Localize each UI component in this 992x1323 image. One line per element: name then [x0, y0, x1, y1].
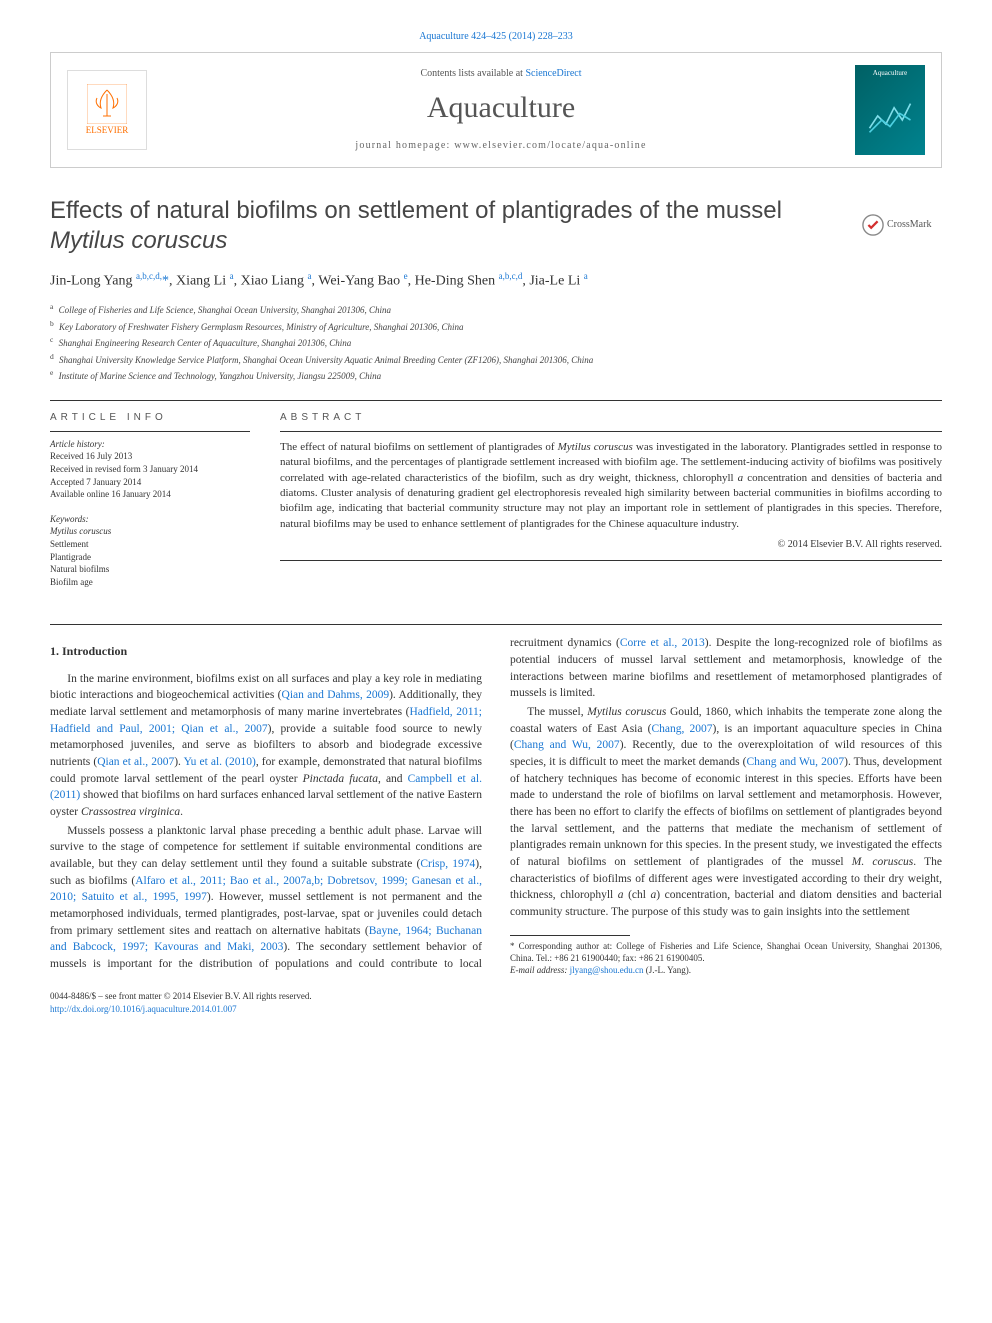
- history-line: Accepted 7 January 2014: [50, 476, 250, 489]
- history-line: Available online 16 January 2014: [50, 488, 250, 501]
- keywords-block: Keywords: Mytilus coruscusSettlementPlan…: [50, 513, 250, 589]
- footer-left: 0044-8486/$ – see front matter © 2014 El…: [50, 990, 312, 1015]
- affiliation: b Key Laboratory of Freshwater Fishery G…: [50, 318, 942, 335]
- header-center: Contents lists available at ScienceDirec…: [147, 67, 855, 153]
- journal-homepage: journal homepage: www.elsevier.com/locat…: [147, 139, 855, 153]
- affiliation: d Shanghai University Knowledge Service …: [50, 351, 942, 368]
- journal-name: Aquaculture: [147, 87, 855, 129]
- authors-line: Jin-Long Yang a,b,c,d,*, Xiang Li a, Xia…: [50, 270, 942, 291]
- crossmark-icon: [862, 214, 884, 236]
- title-text: Effects of natural biofilms on settlemen…: [50, 197, 782, 224]
- info-heading: article info: [50, 411, 250, 425]
- issn-line: 0044-8486/$ – see front matter © 2014 El…: [50, 990, 312, 1003]
- email-who: (J.-L. Yang).: [646, 965, 691, 975]
- article-title: Effects of natural biofilms on settlemen…: [50, 196, 942, 256]
- title-species: Mytilus coruscus: [50, 227, 227, 254]
- history-label: Article history:: [50, 438, 250, 451]
- article-info-col: article info Article history: Received 1…: [50, 411, 250, 601]
- cover-title: Aquaculture: [873, 69, 908, 79]
- cover-art-icon: [859, 79, 921, 136]
- corr-text: * Corresponding author at: College of Fi…: [510, 940, 942, 964]
- publisher-logo: ELSEVIER: [67, 70, 147, 150]
- section-heading: 1. Introduction: [50, 643, 482, 660]
- affiliation: e Institute of Marine Science and Techno…: [50, 367, 942, 384]
- footnote-rule: [510, 935, 630, 936]
- sciencedirect-link[interactable]: ScienceDirect: [525, 68, 581, 79]
- email-label: E-mail address:: [510, 965, 567, 975]
- affiliation: a College of Fisheries and Life Science,…: [50, 301, 942, 318]
- abstract-heading: abstract: [280, 411, 942, 425]
- email-line: E-mail address: jlyang@shou.edu.cn (J.-L…: [510, 964, 942, 976]
- abstract-text: The effect of natural biofilms on settle…: [280, 440, 942, 532]
- affiliations: a College of Fisheries and Life Science,…: [50, 301, 942, 384]
- corresponding-footnote: * Corresponding author at: College of Fi…: [510, 940, 942, 976]
- contents-text: Contents lists available at: [420, 68, 525, 79]
- publisher-name: ELSEVIER: [86, 124, 129, 137]
- journal-header: ELSEVIER Contents lists available at Sci…: [50, 52, 942, 168]
- keyword: Settlement: [50, 538, 250, 551]
- body-p3: The mussel, Mytilus coruscus Gould, 1860…: [510, 704, 942, 921]
- info-abstract-row: article info Article history: Received 1…: [50, 411, 942, 601]
- keyword: Mytilus coruscus: [50, 525, 250, 538]
- history-line: Received in revised form 3 January 2014: [50, 463, 250, 476]
- abstract-col: abstract The effect of natural biofilms …: [280, 411, 942, 601]
- crossmark-badge[interactable]: CrossMark: [862, 200, 942, 250]
- article-history: Article history: Received 16 July 2013Re…: [50, 438, 250, 501]
- journal-cover: Aquaculture: [855, 65, 925, 155]
- keywords-label: Keywords:: [50, 513, 250, 526]
- email-link[interactable]: jlyang@shou.edu.cn: [570, 965, 644, 975]
- body-columns: 1. Introduction In the marine environmen…: [50, 635, 942, 976]
- abstract-copyright: © 2014 Elsevier B.V. All rights reserved…: [280, 538, 942, 552]
- history-line: Received 16 July 2013: [50, 450, 250, 463]
- divider-bottom: [50, 624, 942, 625]
- doi-link[interactable]: http://dx.doi.org/10.1016/j.aquaculture.…: [50, 1004, 237, 1014]
- divider-top: [50, 400, 942, 401]
- page-footer: 0044-8486/$ – see front matter © 2014 El…: [50, 990, 942, 1015]
- keyword: Plantigrade: [50, 551, 250, 564]
- crossmark-label: CrossMark: [887, 218, 931, 232]
- contents-line: Contents lists available at ScienceDirec…: [147, 67, 855, 81]
- keyword: Biofilm age: [50, 576, 250, 589]
- journal-citation-link[interactable]: Aquaculture 424–425 (2014) 228–233: [419, 31, 573, 42]
- body-p1: In the marine environment, biofilms exis…: [50, 671, 482, 821]
- journal-citation: Aquaculture 424–425 (2014) 228–233: [50, 30, 942, 44]
- elsevier-tree-icon: [87, 84, 127, 124]
- keyword: Natural biofilms: [50, 563, 250, 576]
- affiliation: c Shanghai Engineering Research Center o…: [50, 334, 942, 351]
